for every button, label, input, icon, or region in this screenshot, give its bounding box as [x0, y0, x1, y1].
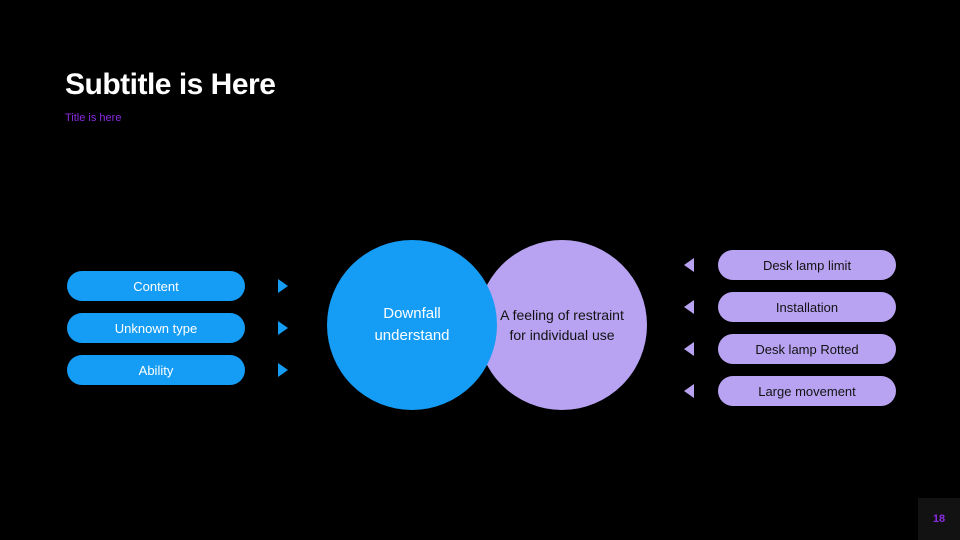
venn-circle-left: Downfall understand [327, 240, 497, 410]
left-pill: Ability [67, 355, 245, 385]
right-pill: Desk lamp Rotted [718, 334, 896, 364]
right-pill: Installation [718, 292, 896, 322]
page-number-box: 18 [918, 498, 960, 540]
arrow-right-icon [278, 279, 288, 293]
right-pill: Large movement [718, 376, 896, 406]
arrow-right-icon [278, 321, 288, 335]
venn-circle-left-label: Downfall understand [345, 303, 479, 347]
page-number: 18 [933, 513, 945, 525]
venn-circle-right: A feeling of restraint for individual us… [477, 240, 647, 410]
arrow-left-icon [684, 384, 694, 398]
venn-circle-right-label: A feeling of restraint for individual us… [495, 305, 629, 346]
right-pill: Desk lamp limit [718, 250, 896, 280]
arrow-left-icon [684, 342, 694, 356]
arrow-right-icon [278, 363, 288, 377]
arrow-left-icon [684, 258, 694, 272]
venn-diagram: Content Unknown type Ability A feeling o… [0, 0, 960, 540]
left-pill: Unknown type [67, 313, 245, 343]
left-pill: Content [67, 271, 245, 301]
arrow-left-icon [684, 300, 694, 314]
